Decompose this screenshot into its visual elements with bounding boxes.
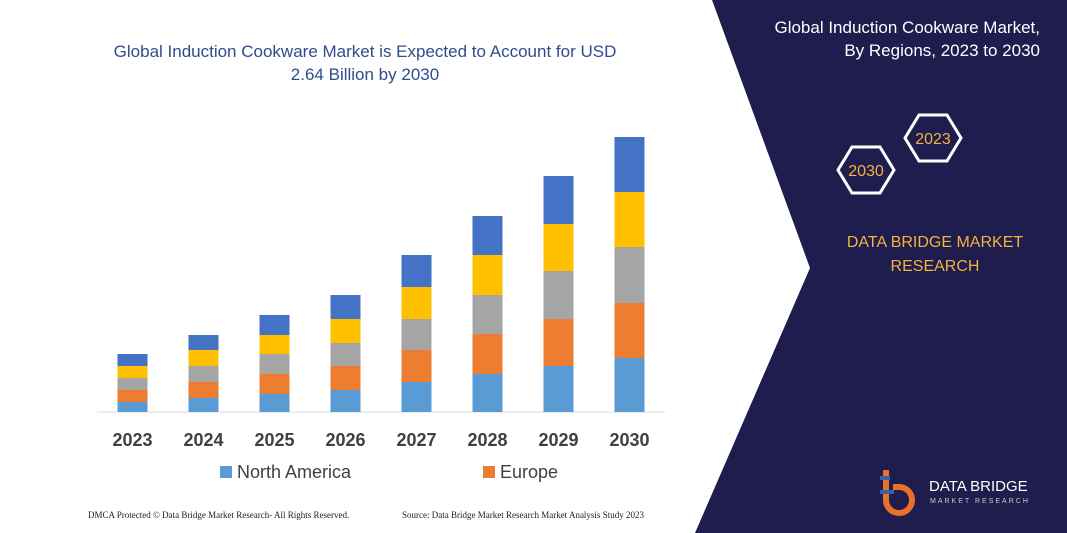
legend-swatch xyxy=(220,466,232,478)
bar-segment xyxy=(188,398,219,412)
bar-segment xyxy=(614,358,645,412)
bar-segment xyxy=(259,335,290,354)
chart-title: Global Induction Cookware Market is Expe… xyxy=(113,42,617,84)
x-tick-label: 2027 xyxy=(396,430,436,450)
side-panel xyxy=(695,0,1067,533)
bar-segment xyxy=(614,137,645,192)
logo-tagline: MARKET RESEARCH xyxy=(930,498,1030,505)
bar-segment xyxy=(117,390,148,402)
bar-segment xyxy=(259,374,290,394)
bar-segment xyxy=(614,303,645,358)
hexagon-label: 2023 xyxy=(915,131,951,148)
x-tick-label: 2024 xyxy=(183,430,223,450)
x-tick-label: 2030 xyxy=(609,430,649,450)
x-tick-label: 2029 xyxy=(538,430,578,450)
x-tick-label: 2025 xyxy=(254,430,294,450)
bar-segment xyxy=(543,366,574,412)
hexagon-label: 2030 xyxy=(848,163,884,180)
bar-segment xyxy=(543,271,574,319)
bar-segment xyxy=(188,335,219,350)
bar-segment xyxy=(614,247,645,303)
bar-segment xyxy=(188,350,219,366)
hexagon xyxy=(903,113,963,163)
bar-segment xyxy=(259,315,290,335)
bar-segment xyxy=(117,402,148,412)
bar-segment xyxy=(401,382,432,412)
bar-segment xyxy=(614,192,645,247)
bar-segment xyxy=(330,319,361,343)
legend-label: Europe xyxy=(500,462,558,482)
bar-segment xyxy=(472,255,503,295)
bar-segment xyxy=(401,287,432,319)
bar-segment xyxy=(330,366,361,390)
bar-segment xyxy=(330,390,361,412)
bar-segment xyxy=(330,343,361,366)
bar-segment xyxy=(543,319,574,366)
x-tick-label: 2026 xyxy=(325,430,365,450)
bar-segment xyxy=(543,176,574,224)
bar-segment xyxy=(401,319,432,350)
logo-mark xyxy=(883,470,915,516)
brand: DATA BRIDGE MARKET RESEARCH xyxy=(846,234,1024,275)
x-tick-label: 2023 xyxy=(112,430,152,450)
bar-segment xyxy=(472,295,503,334)
bar-segment xyxy=(472,374,503,412)
logo-name: DATA BRIDGE xyxy=(929,478,1028,495)
bar-segment xyxy=(259,354,290,374)
panel-title: Global Induction Cookware Market, By Reg… xyxy=(774,18,1040,60)
legend-swatch xyxy=(483,466,495,478)
bar-segment xyxy=(188,366,219,382)
bar-segment xyxy=(117,354,148,366)
bar-segment xyxy=(472,216,503,255)
bar-segment xyxy=(117,378,148,390)
bar-segment xyxy=(330,295,361,319)
bar-segment xyxy=(401,350,432,382)
footer-left: DMCA Protected © Data Bridge Market Rese… xyxy=(88,510,350,520)
hexagon xyxy=(836,145,896,195)
bar-segment xyxy=(401,255,432,287)
bar-segment xyxy=(259,394,290,412)
bar-segment xyxy=(472,334,503,374)
bar-segment xyxy=(117,366,148,378)
logo-mark xyxy=(880,476,894,494)
bar-segment xyxy=(188,382,219,398)
bar-segment xyxy=(543,224,574,271)
x-tick-label: 2028 xyxy=(467,430,507,450)
footer-right: Source: Data Bridge Market Research Mark… xyxy=(402,510,644,520)
legend-label: North America xyxy=(237,462,352,482)
